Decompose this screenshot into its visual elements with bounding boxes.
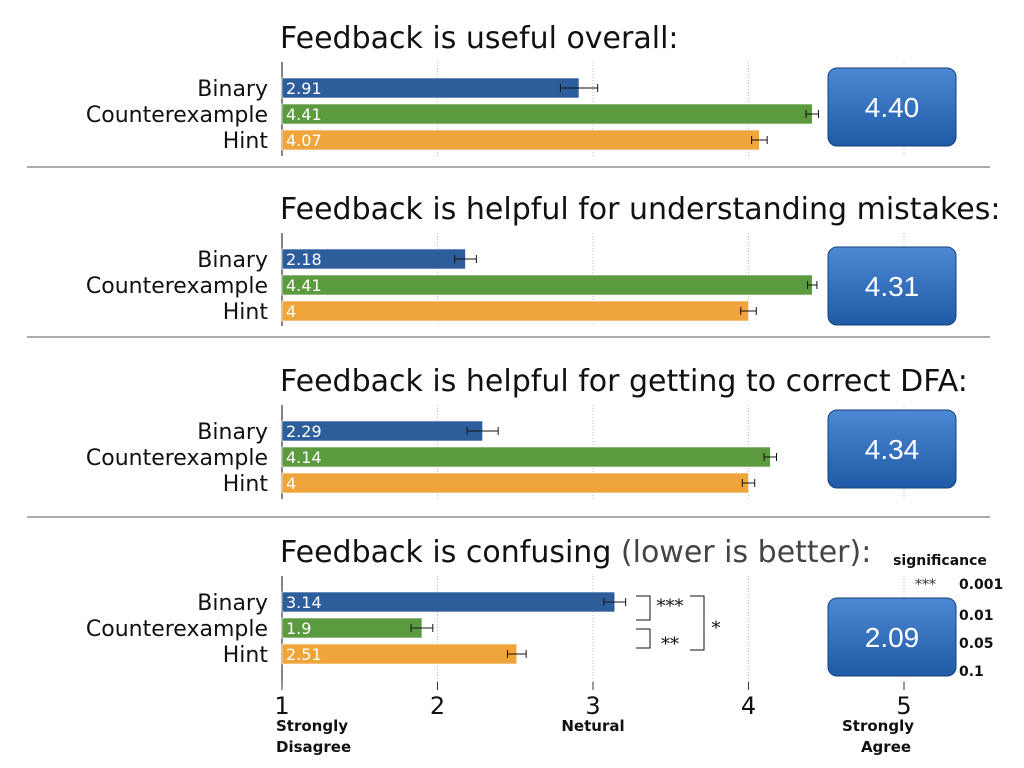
category-label-hint: Hint <box>223 300 269 325</box>
category-label-hint: Hint <box>223 129 269 154</box>
bar-counterexample <box>281 103 813 125</box>
bar-hint <box>281 472 749 494</box>
sig-mark-1: *** <box>657 596 684 617</box>
x-tick-label-2: 2 <box>430 692 445 720</box>
x-sublabel-3-1: Netural <box>561 717 624 735</box>
bar-counterexample <box>281 446 771 468</box>
category-label-counterexample: Counterexample <box>86 274 268 299</box>
legend-value-2: 0.01 <box>959 608 994 624</box>
value-label-hint: 4 <box>286 474 296 493</box>
panel-title: Feedback is useful overall: <box>280 21 679 56</box>
legend-value-1: 0.001 <box>959 577 1003 593</box>
legend-value-3: 0.05 <box>959 636 994 652</box>
bar-binary <box>281 591 616 613</box>
x-tick-label-3: 3 <box>585 692 600 720</box>
bar-binary <box>281 77 580 99</box>
callout-box: 2.09 <box>827 597 957 677</box>
callout-rect <box>827 67 957 147</box>
panel-title-main: Feedback is helpful for understanding mi… <box>280 192 1000 227</box>
x-sublabel-5-2: Agree <box>861 738 911 756</box>
value-label-hint: 2.51 <box>286 645 322 664</box>
category-label-binary: Binary <box>197 420 268 445</box>
significance-legend: significance *** 0.001 0.01 0.05 0.1 <box>893 553 1003 680</box>
value-label-binary: 2.18 <box>286 250 322 269</box>
callout-value: 4.40 <box>865 92 920 123</box>
panel-2: Feedback is helpful for understanding mi… <box>86 192 1000 326</box>
panel-4: Feedback is confusing (lower is better):… <box>86 535 957 682</box>
sig-mark-2: ** <box>661 634 679 655</box>
x-sublabel-5-1: Strongly <box>842 717 914 735</box>
value-label-hint: 4 <box>286 302 296 321</box>
bar-counterexample <box>281 274 813 296</box>
callout-box: 4.34 <box>827 409 957 489</box>
x-sublabel-1-2: Disagree <box>276 738 351 756</box>
category-label-counterexample: Counterexample <box>86 446 268 471</box>
x-tick-label-1: 1 <box>274 692 289 720</box>
panel-title-note: (lower is better): <box>611 535 871 570</box>
category-label-binary: Binary <box>197 248 268 273</box>
value-label-binary: 3.14 <box>286 593 322 612</box>
panel-title-main: Feedback is confusing <box>280 535 611 570</box>
panel-1: Feedback is useful overall: Binary 2.91 Cou… <box>86 21 957 156</box>
value-label-binary: 2.91 <box>286 79 322 98</box>
category-label-counterexample: Counterexample <box>86 103 268 128</box>
value-label-binary: 2.29 <box>286 422 322 441</box>
panels-layer: Feedback is useful overall: Binary 2.91 Cou… <box>27 21 1000 682</box>
x-tick-label-4: 4 <box>741 692 756 720</box>
x-tick-label-5: 5 <box>896 692 911 720</box>
sig-bracket-3 <box>690 595 705 651</box>
panel-title-main: Feedback is useful overall: <box>280 21 679 56</box>
callout-rect <box>827 246 957 326</box>
sig-mark-3: * <box>712 618 721 639</box>
sig-bracket-1 <box>636 595 651 621</box>
bar-hint <box>281 300 749 322</box>
value-label-counterexample: 1.9 <box>286 619 311 638</box>
value-label-counterexample: 4.41 <box>286 105 322 124</box>
category-label-counterexample: Counterexample <box>86 617 268 642</box>
callout-rect <box>827 409 957 489</box>
value-label-counterexample: 4.14 <box>286 448 322 467</box>
category-label-binary: Binary <box>197 591 268 616</box>
callout-box: 4.31 <box>827 246 957 326</box>
value-label-hint: 4.07 <box>286 131 322 150</box>
value-label-counterexample: 4.41 <box>286 276 322 295</box>
callout-value: 2.09 <box>865 622 920 653</box>
legend-title: significance <box>893 553 987 569</box>
callout-box: 4.40 <box>827 67 957 147</box>
panel-title: Feedback is confusing (lower is better): <box>280 535 871 570</box>
category-label-binary: Binary <box>197 77 268 102</box>
bar-hint <box>281 129 760 151</box>
panel-title-main: Feedback is helpful for getting to corre… <box>280 364 968 399</box>
sig-bracket-2 <box>636 628 651 649</box>
panel-title: Feedback is helpful for understanding mi… <box>280 192 1000 227</box>
category-label-hint: Hint <box>223 643 269 668</box>
legend-value-4: 0.1 <box>959 664 984 680</box>
callout-value: 4.31 <box>865 271 920 302</box>
callout-value: 4.34 <box>865 434 920 465</box>
panel-title: Feedback is helpful for getting to corre… <box>280 364 968 399</box>
legend-symbol-1: *** <box>915 577 936 593</box>
panel-3: Feedback is helpful for getting to corre… <box>86 364 968 499</box>
callout-rect <box>827 597 957 677</box>
category-label-hint: Hint <box>223 472 269 497</box>
x-sublabel-1-1: Strongly <box>276 717 348 735</box>
